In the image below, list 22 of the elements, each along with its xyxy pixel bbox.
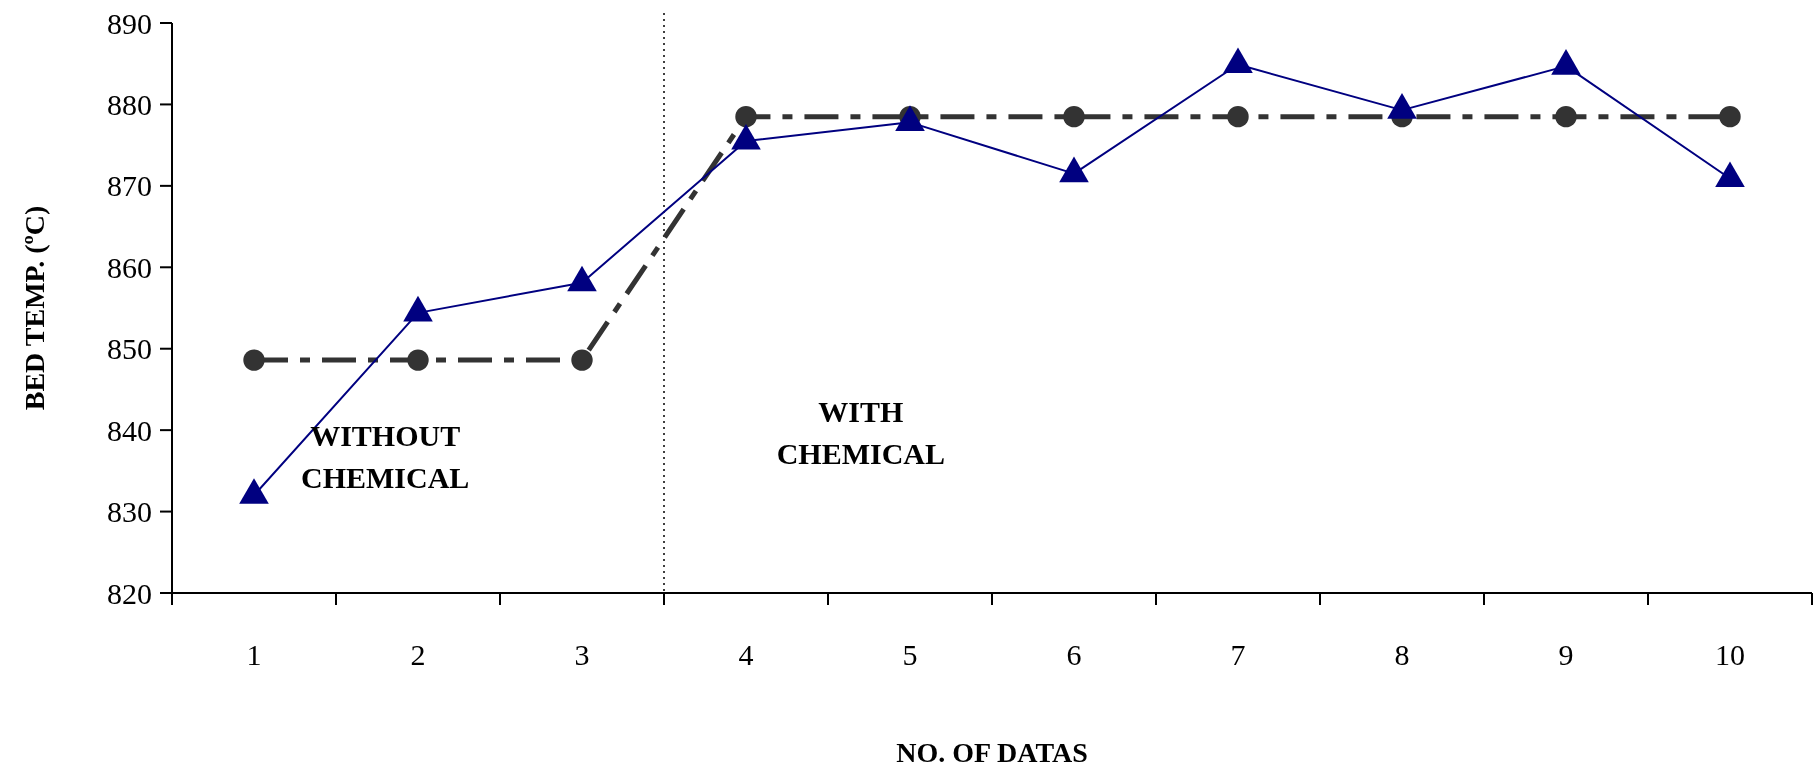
y-tick-label: 870 [107, 169, 152, 203]
x-tick-label: 6 [1066, 638, 1082, 671]
x-tick-label: 2 [410, 638, 426, 671]
y-axis-title: BED TEMP. (ºC) [19, 205, 50, 411]
x-axis-title: NO. OF DATAS [896, 737, 1088, 768]
y-tick-label: 820 [107, 576, 152, 610]
annotation: WITH CHEMICAL [776, 395, 945, 470]
x-tick-label: 3 [574, 638, 590, 671]
y-tick-label: 880 [107, 87, 152, 121]
x-tick-label: 8 [1394, 638, 1410, 671]
y-tick-label: 890 [107, 6, 152, 40]
y-tick-label: 860 [107, 250, 152, 284]
y-tick-label: 840 [107, 413, 152, 447]
annotation: WITHOUT CHEMICAL [301, 419, 470, 495]
x-tick-label: 5 [902, 638, 918, 671]
x-tick-label: 10 [1715, 638, 1745, 671]
x-tick-label: 4 [738, 638, 754, 671]
y-tick-label: 830 [107, 495, 152, 529]
y-tick-label: 850 [107, 332, 152, 366]
x-tick-label: 1 [246, 638, 262, 671]
x-tick-label: 9 [1558, 638, 1574, 671]
x-tick-label: 7 [1230, 638, 1246, 671]
